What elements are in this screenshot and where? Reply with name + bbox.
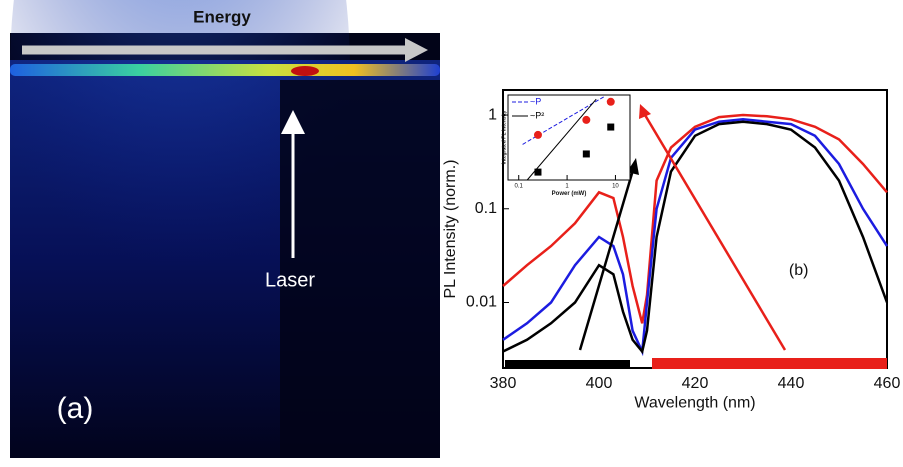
x-tick-label: 0.1 bbox=[515, 184, 524, 190]
pointer-head bbox=[639, 104, 651, 119]
main-chart: 380 400 420 440 460 0.01 0.1 1 Wavelength (nm) PL… bbox=[442, 89, 901, 411]
x-axis-label: Wavelength (nm) bbox=[634, 394, 755, 411]
image-title: Energy bbox=[193, 7, 251, 26]
laser-spot bbox=[291, 66, 319, 76]
image-glow bbox=[10, 0, 350, 400]
annotation: (b) bbox=[789, 262, 809, 279]
x-tick-label: 420 bbox=[682, 375, 709, 392]
image-dark bbox=[280, 80, 440, 458]
y-tick-label: 0.1 bbox=[475, 200, 497, 217]
x-axis-label: Power (mW) bbox=[552, 191, 587, 197]
band-marker bbox=[652, 358, 887, 369]
x-tick-label: 400 bbox=[586, 375, 613, 392]
point bbox=[606, 97, 615, 106]
series-line bbox=[502, 118, 889, 357]
series-line bbox=[526, 98, 597, 181]
image-band bbox=[10, 64, 440, 76]
panel-label: (a) bbox=[57, 392, 94, 425]
legend-label: ~P² bbox=[530, 110, 544, 120]
band-marker bbox=[505, 360, 630, 369]
energy-arrow-head bbox=[405, 38, 428, 62]
x-tick-label: 460 bbox=[874, 375, 901, 392]
plot-frame bbox=[507, 94, 631, 181]
x-tick-label: 380 bbox=[490, 375, 517, 392]
image-panel: Energy Laser (a) bbox=[10, 0, 440, 458]
series-line bbox=[502, 113, 888, 324]
x-tick-label: 1 bbox=[565, 184, 569, 190]
y-tick-label: 1 bbox=[488, 106, 497, 123]
y-tick-label: 0.01 bbox=[466, 294, 497, 311]
point bbox=[534, 168, 542, 176]
y-axis-label: Integrated PL Intensity bbox=[501, 110, 507, 164]
point bbox=[533, 130, 542, 139]
legend-label: ~P bbox=[530, 96, 541, 106]
x-tick-label: 10 bbox=[612, 184, 619, 190]
pointer-arrow bbox=[643, 114, 787, 351]
laser-label: Laser bbox=[265, 269, 315, 291]
pointer-arrow bbox=[578, 169, 635, 351]
x-tick-label: 440 bbox=[778, 375, 805, 392]
series-line bbox=[502, 120, 889, 355]
y-axis-label: PL Intensity (norm.) bbox=[442, 159, 459, 298]
point bbox=[582, 150, 590, 158]
point bbox=[582, 115, 591, 124]
point bbox=[607, 123, 615, 131]
inset-chart: 0.1 1 10 Power (mW) Integrated PL Intensity ~… bbox=[501, 94, 631, 197]
